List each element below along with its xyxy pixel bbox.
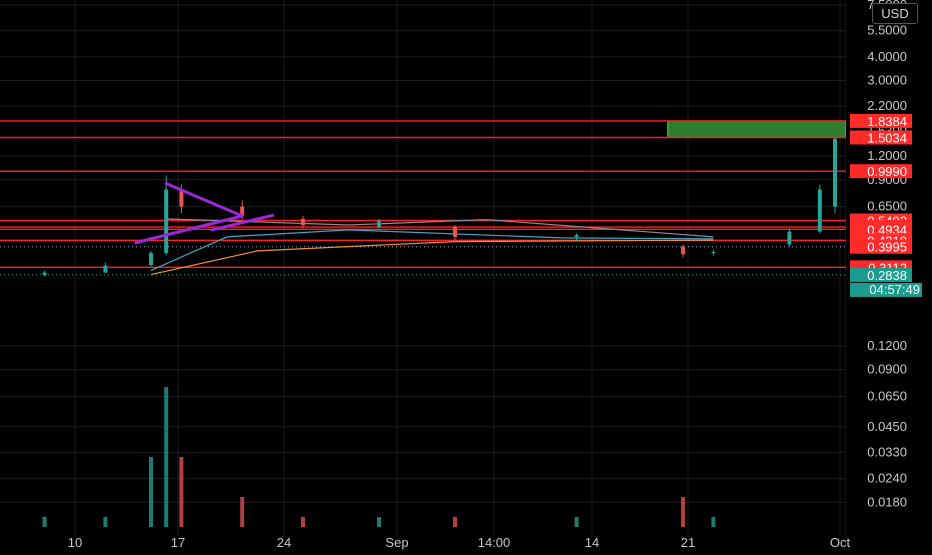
- current-price-badge-background: [850, 267, 912, 282]
- volume-bar: [574, 517, 579, 527]
- level-badge-background: [850, 222, 912, 237]
- level-badge: 1.8384: [850, 113, 912, 129]
- moving-average-line: [166, 218, 714, 238]
- time-tick-label: 14:00: [478, 535, 511, 550]
- price-tick-label: 4.0000: [867, 49, 907, 64]
- volume-bar: [711, 517, 716, 527]
- candle: [453, 225, 457, 241]
- time-tick-label: 21: [681, 535, 695, 550]
- price-tick-label: 0.0450: [867, 419, 907, 434]
- price-tick-label: 0.0900: [867, 362, 907, 377]
- countdown-text: 04:57:49: [869, 282, 920, 297]
- candle: [817, 184, 822, 234]
- last-price-badge: 0.3995: [850, 239, 912, 255]
- candle-body: [711, 251, 716, 254]
- level-badge-text: 1.8384: [867, 114, 907, 129]
- candle: [377, 218, 381, 229]
- candle: [164, 175, 169, 256]
- price-tick-label: 3.0000: [867, 73, 907, 88]
- volume-bar: [164, 387, 169, 527]
- pattern-trendline: [164, 182, 244, 218]
- volume-bar: [240, 497, 245, 527]
- level-badge-background: [850, 113, 912, 128]
- level-badge: 0.9990: [850, 164, 912, 179]
- volume-bar: [149, 457, 153, 527]
- target-zone-box: [667, 120, 847, 138]
- candle: [103, 262, 108, 274]
- volume-bar: [103, 517, 108, 527]
- candle: [149, 250, 153, 267]
- price-tick-label: 0.6500: [867, 199, 907, 214]
- candle-body: [681, 246, 685, 255]
- price-tick-label: 2.2000: [867, 98, 907, 113]
- candle-body: [179, 189, 184, 207]
- pattern-trendline: [134, 214, 244, 245]
- time-tick-label: Oct: [830, 535, 851, 550]
- level-badge: 1.5034: [850, 130, 912, 145]
- candle: [681, 244, 685, 258]
- candle: [833, 137, 837, 214]
- price-tick-label: 0.0240: [867, 471, 907, 486]
- current-price-badge: 0.2838: [850, 267, 912, 283]
- candle: [787, 228, 792, 247]
- level-badge-text: 0.9990: [867, 164, 907, 179]
- moving-average-line: [150, 229, 714, 271]
- volume-bar: [453, 517, 457, 527]
- time-tick-label: 14: [585, 535, 599, 550]
- price-axis: 7.50005.50004.00003.00002.20001.20000.90…: [850, 0, 922, 509]
- countdown-badge-background: [850, 282, 922, 297]
- candle: [574, 233, 579, 241]
- price-tick-label: 5.5000: [867, 23, 907, 38]
- price-tick-label: 1.2000: [867, 148, 907, 163]
- time-tick-label: 10: [68, 535, 82, 550]
- time-tick-label: Sep: [385, 535, 408, 550]
- candle-body: [301, 218, 305, 226]
- candle-body: [377, 221, 381, 227]
- candle-body: [240, 206, 245, 217]
- current-price-badge-text: 0.2838: [867, 268, 907, 283]
- last-price-badge-text: 0.3995: [867, 240, 907, 255]
- countdown-badge: 04:57:49: [850, 282, 922, 297]
- time-tick-label: 17: [171, 535, 185, 550]
- volume-bar: [179, 457, 184, 527]
- volume-bar: [681, 497, 685, 527]
- volume-bar: [42, 517, 47, 527]
- candle-body: [453, 226, 457, 237]
- candle-body: [103, 265, 108, 273]
- moving-average-line: [150, 239, 714, 276]
- level-badge-background: [850, 130, 912, 145]
- candle-body: [817, 189, 822, 232]
- pattern-trendline: [210, 213, 275, 232]
- candle-body: [164, 189, 169, 254]
- time-tick-label: 24: [277, 535, 291, 550]
- volume-bars: [42, 387, 716, 527]
- horizontal-levels: [0, 120, 846, 269]
- price-tick-label: 0.0180: [867, 494, 907, 509]
- level-badge-text: 1.5034: [867, 130, 907, 145]
- time-axis-background: [0, 537, 846, 550]
- triangle-pattern: [134, 182, 275, 245]
- candle-body: [787, 231, 792, 245]
- price-tick-label: 0.0650: [867, 388, 907, 403]
- level-badge-background: [850, 164, 912, 179]
- candle-body: [42, 272, 47, 276]
- candle-body: [833, 138, 837, 207]
- last-price-badge-background: [850, 239, 912, 254]
- volume-bar: [301, 517, 305, 527]
- candle: [711, 249, 716, 256]
- candle: [42, 270, 47, 277]
- currency-selector-button[interactable]: USD: [872, 3, 918, 24]
- price-tick-label: 0.1200: [867, 338, 907, 353]
- candle-body: [574, 235, 579, 237]
- candles: [42, 137, 837, 277]
- candle: [301, 216, 305, 229]
- price-tick-label: 0.0330: [867, 444, 907, 459]
- candle-body: [149, 253, 153, 266]
- volume-bar: [377, 517, 381, 527]
- time-axis: 10 17 24 Sep 14:00 14 21 Oct: [68, 535, 851, 550]
